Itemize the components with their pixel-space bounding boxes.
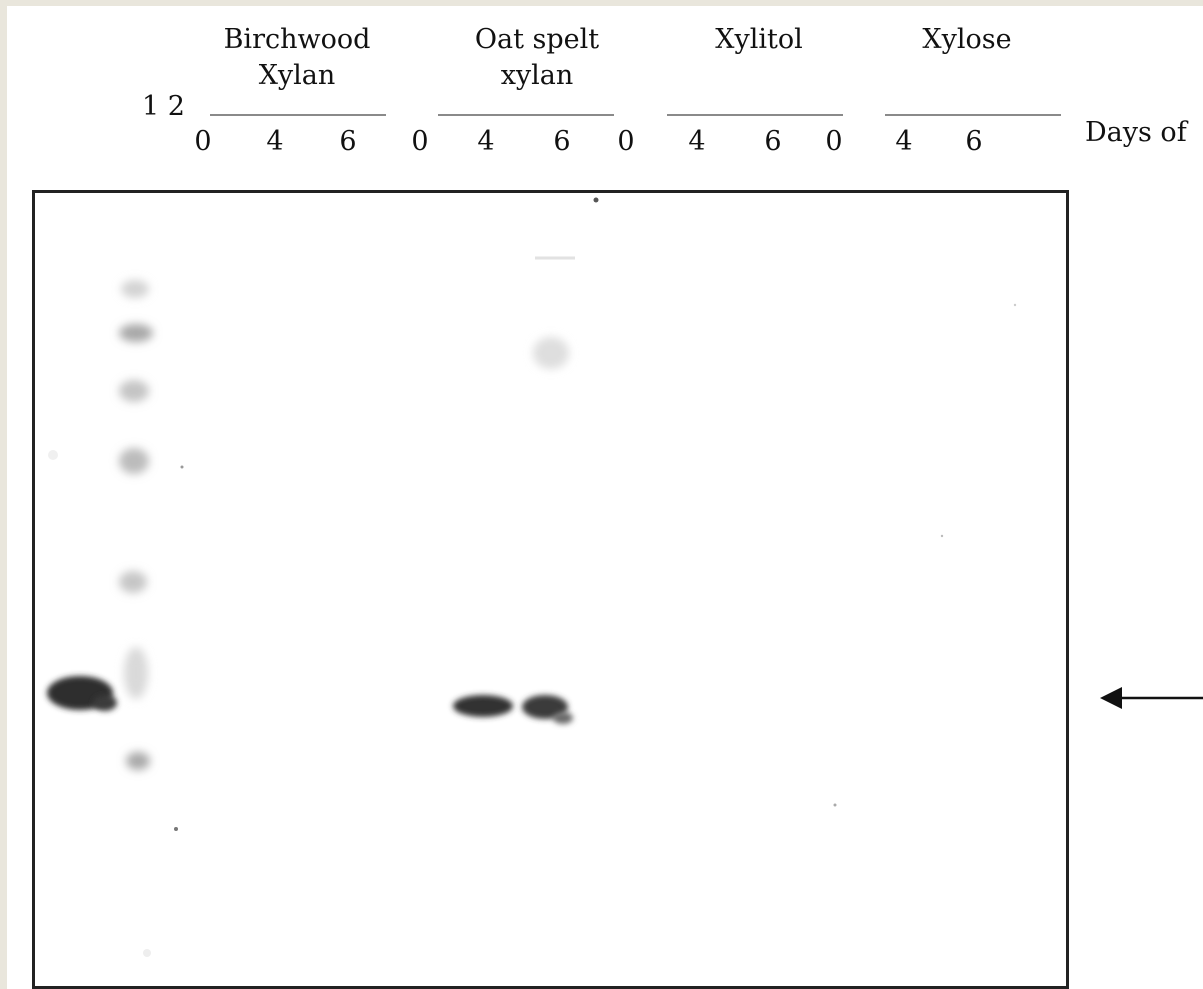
blot-image <box>47 197 1017 957</box>
tick-label: 6 <box>965 126 983 157</box>
tick-label: 0 <box>825 126 843 157</box>
speck <box>1013 303 1017 307</box>
speck <box>180 465 184 469</box>
lane-numbers-label: 1 2 <box>142 91 185 122</box>
days-unit-label: Days of <box>1085 117 1187 148</box>
group-title-birchwood: Birchwood Xylan <box>217 22 377 94</box>
speck <box>833 803 837 807</box>
smudge-oat-spelt-upper <box>533 337 569 369</box>
speck <box>593 197 599 203</box>
group-title-line1: Xylitol <box>715 24 803 55</box>
group-title-line2: xylan <box>500 60 574 91</box>
speck <box>143 949 151 957</box>
tick-label: 0 <box>617 126 635 157</box>
group-line-oat-spelt <box>438 114 614 116</box>
band-oat-spelt-day-6-tail <box>553 712 573 724</box>
band-oat-spelt-day-4 <box>453 695 513 717</box>
tick-label: 6 <box>553 126 571 157</box>
ladder-lane-2 <box>119 280 153 770</box>
tick-label: 4 <box>266 126 284 157</box>
left-arrow-icon <box>1100 687 1203 709</box>
group-title-xylose: Xylose <box>887 22 1047 58</box>
group-title-line1: Birchwood <box>223 24 371 55</box>
speck <box>940 534 944 538</box>
tick-label: 4 <box>688 126 706 157</box>
tick-label: 0 <box>411 126 429 157</box>
group-title-line2: Xylan <box>258 60 336 91</box>
group-title-oat-spelt: Oat spelt xylan <box>457 22 617 94</box>
group-title-line1: Oat spelt <box>474 24 600 55</box>
tick-label: 4 <box>477 126 495 157</box>
speck <box>48 450 58 460</box>
group-title-line1: Xylose <box>922 24 1012 55</box>
blot-panel <box>32 190 1069 989</box>
band-lane-1-tail <box>93 695 117 711</box>
group-line-birchwood <box>210 114 386 116</box>
group-line-xylose <box>885 114 1061 116</box>
tick-label: 6 <box>339 126 357 157</box>
band-oat-spelt-day-6 <box>522 695 568 719</box>
speck <box>174 827 178 831</box>
tick-label: 4 <box>895 126 913 157</box>
group-title-xylitol: Xylitol <box>679 22 839 58</box>
tick-label: 6 <box>764 126 782 157</box>
group-line-xylitol <box>667 114 843 116</box>
tick-label: 0 <box>194 126 212 157</box>
